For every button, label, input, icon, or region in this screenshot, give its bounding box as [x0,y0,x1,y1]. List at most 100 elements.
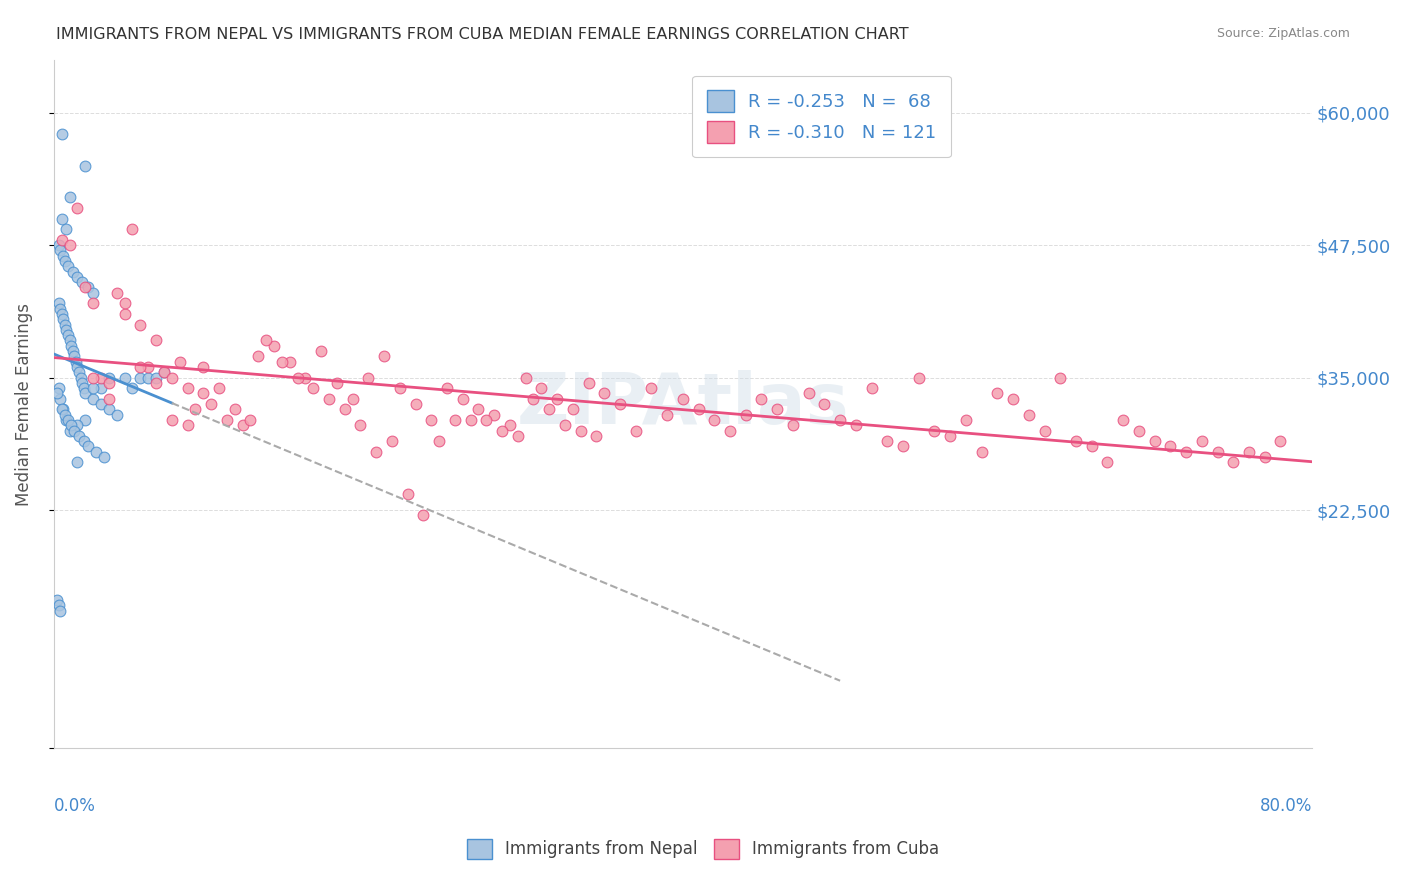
Point [593,386,616,401]
Point [136,370,159,384]
Point [90,370,112,384]
Point [224,402,246,417]
Point [522,392,544,406]
Point [53,254,76,268]
Point [75,280,97,294]
Point [585,429,607,443]
Point [475,413,498,427]
Point [924,424,946,438]
Point [506,429,529,443]
Point [655,408,678,422]
Point [48,599,70,613]
Point [145,376,167,390]
Point [640,381,662,395]
Point [239,413,262,427]
Text: IMMIGRANTS FROM NEPAL VS IMMIGRANTS FROM CUBA MEDIAN FEMALE EARNINGS CORRELATION: IMMIGRANTS FROM NEPAL VS IMMIGRANTS FROM… [56,27,908,42]
Point [703,413,725,427]
Point [153,365,176,379]
Point [121,381,143,395]
Point [561,402,583,417]
Point [405,397,427,411]
Point [66,269,89,284]
Point [734,408,756,422]
Point [49,604,72,618]
Point [82,392,104,406]
Point [845,418,868,433]
Point [48,296,70,310]
Text: 80.0%: 80.0% [1260,797,1312,814]
Point [538,402,561,417]
Text: 0.0%: 0.0% [53,797,96,814]
Point [396,487,419,501]
Point [1097,455,1119,469]
Point [52,402,75,417]
Point [200,397,222,411]
Point [263,339,285,353]
Point [232,418,254,433]
Point [546,392,568,406]
Point [66,201,89,215]
Point [75,386,97,401]
Point [82,381,104,395]
Point [427,434,450,449]
Legend: R = -0.253   N =  68, R = -0.310   N = 121: R = -0.253 N = 68, R = -0.310 N = 121 [692,76,950,158]
Point [1270,434,1292,449]
Point [49,301,72,316]
Point [672,392,695,406]
Point [782,418,804,433]
Point [609,397,631,411]
Point [420,413,443,427]
Point [569,424,592,438]
Y-axis label: Median Female Earnings: Median Female Earnings [15,302,32,506]
Point [51,127,73,141]
Point [51,307,73,321]
Point [67,365,90,379]
Point [357,370,380,384]
Point [63,349,86,363]
Point [82,296,104,310]
Point [1018,408,1040,422]
Point [955,413,977,427]
Point [84,444,107,458]
Point [114,370,136,384]
Point [515,370,537,384]
Point [69,370,91,384]
Point [52,249,75,263]
Point [467,402,489,417]
Point [48,381,70,395]
Point [93,450,115,464]
Point [66,455,89,469]
Point [309,344,332,359]
Point [121,222,143,236]
Point [907,370,929,384]
Point [578,376,600,390]
Point [51,211,73,226]
Point [254,334,277,348]
Text: ZIPAtlas: ZIPAtlas [516,369,849,439]
Point [436,381,458,395]
Point [97,376,120,390]
Point [554,418,576,433]
Point [55,222,77,236]
Point [388,381,411,395]
Point [1049,370,1071,384]
Point [77,439,100,453]
Point [1237,444,1260,458]
Point [75,159,97,173]
Point [270,354,292,368]
Point [1206,444,1229,458]
Point [247,349,270,363]
Point [53,318,76,332]
Point [56,328,79,343]
Point [62,264,84,278]
Point [381,434,404,449]
Point [624,424,647,438]
Point [184,402,207,417]
Point [56,260,79,274]
Legend: Immigrants from Nepal, Immigrants from Cuba: Immigrants from Nepal, Immigrants from C… [460,832,946,866]
Point [58,424,80,438]
Point [66,418,89,433]
Point [60,339,83,353]
Point [67,429,90,443]
Point [1033,424,1056,438]
